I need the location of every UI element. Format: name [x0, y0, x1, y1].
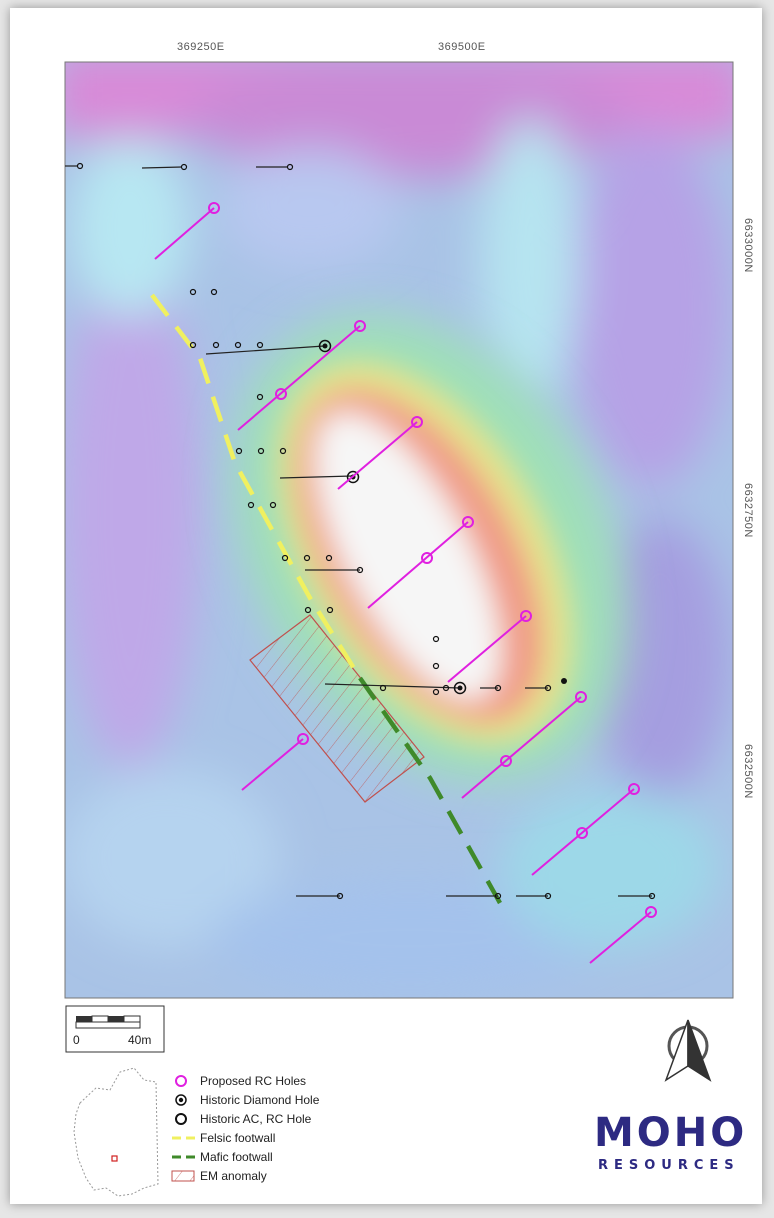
easting-label: 369500E — [438, 41, 486, 53]
scale-start-label: 0 — [73, 1033, 80, 1047]
historic-diamond-hole — [318, 339, 332, 353]
easting-label: 369250E — [177, 41, 225, 53]
legend-item-em-anomaly: EM anomaly — [170, 1167, 267, 1185]
legend-label: Felsic footwall — [200, 1131, 276, 1145]
historic-ac-rc-hole — [281, 554, 289, 562]
black-bullseye-icon — [170, 1091, 200, 1109]
legend-item-historic-ac-rc: Historic AC, RC Hole — [170, 1110, 311, 1128]
historic-hole-solid — [561, 678, 567, 684]
proposed-rc-hole — [589, 906, 657, 964]
historic-ac-rc-hole — [234, 341, 242, 349]
magenta-ring-icon — [170, 1072, 200, 1090]
moho-logo-subtitle: RESOURCES — [598, 1158, 740, 1173]
proposed-rc-hole — [241, 733, 309, 791]
historic-ac-rc-hole — [544, 684, 552, 692]
hatched-box-icon — [170, 1167, 200, 1185]
green-dash-icon — [170, 1148, 200, 1166]
historic-ac-rc-hole — [325, 554, 333, 562]
historic-diamond-hole — [453, 681, 467, 695]
historic-ac-rc-hole — [648, 892, 656, 900]
historic-ac-rc-hole — [432, 662, 440, 670]
historic-ac-rc-hole — [212, 341, 220, 349]
legend-item-felsic-footwall: Felsic footwall — [170, 1129, 275, 1147]
historic-ac-rc-hole — [356, 566, 364, 574]
historic-ac-rc-hole — [326, 606, 334, 614]
yellow-dash-icon — [170, 1129, 200, 1147]
legend-label: Mafic footwall — [200, 1150, 273, 1164]
scale-bar: 0 40m — [65, 1005, 165, 1053]
legend-item-historic-diamond: Historic Diamond Hole — [170, 1091, 319, 1109]
historic-ac-rc-hole — [76, 162, 84, 170]
legend-label: Historic Diamond Hole — [200, 1093, 320, 1107]
proposed-rc-hole — [337, 416, 423, 490]
map-canvas[interactable]: 0 40m — [10, 8, 762, 1204]
historic-ac-rc-hole — [189, 288, 197, 296]
historic-ac-rc-hole — [279, 447, 287, 455]
black-ring-icon — [170, 1110, 200, 1128]
historic-ac-rc-hole — [336, 892, 344, 900]
historic-ac-rc-hole — [494, 892, 502, 900]
historic-ac-rc-hole — [247, 501, 255, 509]
proposed-rc-hole — [461, 691, 587, 799]
felsic-footwall-line — [150, 293, 362, 680]
proposed-rc-hole — [237, 320, 366, 431]
legend-item-proposed-rc: Proposed RC Holes — [170, 1072, 306, 1090]
historic-ac-rc-hole — [432, 688, 440, 696]
geophysics-map — [65, 62, 733, 998]
proposed-rc-hole — [154, 202, 220, 260]
historic-ac-rc-hole — [189, 341, 197, 349]
historic-ac-rc-hole — [210, 288, 218, 296]
mafic-footwall-line — [358, 676, 502, 905]
map-figure: 369250E 369500E 6633000N 6632750N 663250… — [10, 8, 762, 1204]
em-anomaly-polygon — [249, 614, 425, 803]
north-arrow-icon — [664, 1019, 712, 1082]
scale-end-label: 40m — [128, 1033, 151, 1047]
historic-ac-rc-hole — [256, 341, 264, 349]
moho-logo: MOHO — [594, 1110, 748, 1156]
historic-ac-rc-hole — [257, 447, 265, 455]
historic-hole-traces — [65, 165, 652, 897]
locator-inset-map — [73, 1067, 159, 1197]
historic-ac-rc-hole — [235, 447, 243, 455]
historic-ac-rc-hole — [303, 554, 311, 562]
historic-ac-rc-holes — [76, 162, 656, 900]
proposed-rc-hole — [531, 783, 640, 876]
historic-ac-rc-hole — [269, 501, 277, 509]
historic-ac-rc-hole — [304, 606, 312, 614]
proposed-rc-hole — [367, 516, 474, 609]
proposed-rc-holes[interactable] — [154, 202, 657, 964]
historic-ac-rc-hole — [379, 684, 387, 692]
historic-ac-rc-hole — [494, 684, 502, 692]
historic-ac-rc-hole — [544, 892, 552, 900]
legend-label: Proposed RC Holes — [200, 1074, 307, 1088]
legend-item-mafic-footwall: Mafic footwall — [170, 1148, 273, 1166]
historic-ac-rc-hole — [256, 393, 264, 401]
legend-label: EM anomaly — [200, 1169, 267, 1183]
legend-label: Historic AC, RC Hole — [200, 1112, 312, 1126]
historic-ac-rc-hole — [442, 684, 450, 692]
proposed-rc-hole — [447, 610, 532, 683]
map-border — [64, 61, 734, 999]
historic-ac-rc-hole — [180, 163, 188, 171]
historic-ac-rc-hole — [432, 635, 440, 643]
historic-ac-rc-hole — [286, 163, 294, 171]
